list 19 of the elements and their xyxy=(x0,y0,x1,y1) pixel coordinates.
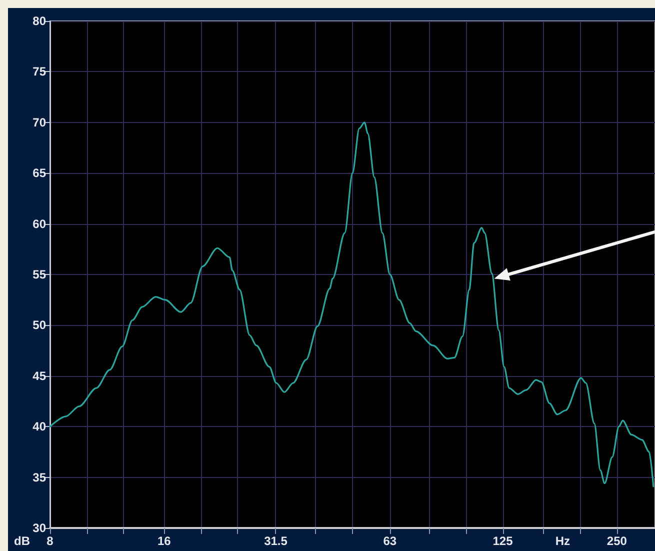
y-tick-label: 55 xyxy=(32,268,46,282)
y-axis-title: dB xyxy=(14,534,30,548)
y-tick-label: 35 xyxy=(32,470,46,484)
x-tick-label: 16 xyxy=(157,534,172,548)
y-tick-label: 45 xyxy=(32,368,46,383)
x-tick-label: 8 xyxy=(46,534,54,548)
x-tick-label: 250 xyxy=(606,534,628,548)
y-tick-label: 50 xyxy=(32,318,46,332)
y-tick-label: 65 xyxy=(32,166,46,180)
y-tick-label: 40 xyxy=(32,420,46,434)
y-tick-label: 70 xyxy=(32,115,46,130)
x-tick-label: 125 xyxy=(492,534,514,548)
x-tick-label: 31.5 xyxy=(264,534,288,548)
y-tick-label: 75 xyxy=(32,64,46,79)
y-tick-label: 80 xyxy=(32,14,46,28)
x-axis-title: Hz xyxy=(555,534,570,548)
y-tick-label: 30 xyxy=(32,521,46,535)
x-tick-label: 63 xyxy=(383,534,397,548)
y-tick-label: 60 xyxy=(32,216,46,231)
